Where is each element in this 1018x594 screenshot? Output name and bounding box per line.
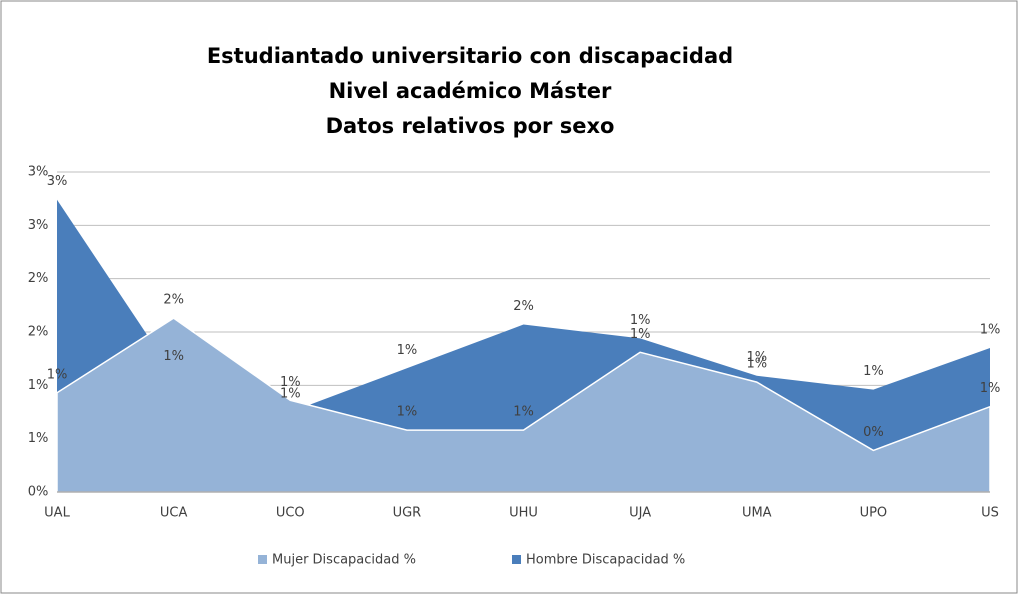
data-label: 1% xyxy=(397,343,418,358)
y-tick-label: 3% xyxy=(28,165,49,180)
x-tick-label: UHU xyxy=(509,506,538,521)
legend-label: Hombre Discapacidad % xyxy=(526,553,685,568)
x-tick-label: UJA xyxy=(629,506,651,521)
data-label: 2% xyxy=(513,299,534,314)
x-tick-label: UPO xyxy=(860,506,888,521)
legend-label: Mujer Discapacidad % xyxy=(272,553,416,568)
y-tick-label: 1% xyxy=(28,378,49,393)
x-tick-label: UMA xyxy=(742,506,772,521)
data-label: 3% xyxy=(47,174,68,189)
data-label: 0% xyxy=(863,425,884,440)
y-tick-label: 3% xyxy=(28,218,49,233)
data-label: 2% xyxy=(163,293,184,308)
y-tick-label: 2% xyxy=(28,271,49,286)
x-tick-label: US xyxy=(981,506,999,521)
data-label: 1% xyxy=(630,313,651,328)
y-tick-label: 1% xyxy=(28,431,49,446)
data-label: 1% xyxy=(397,405,418,420)
data-label: 1% xyxy=(513,405,534,420)
chart-title: Nivel académico Máster xyxy=(329,79,612,103)
y-tick-label: 2% xyxy=(28,325,49,340)
legend-swatch xyxy=(258,555,267,564)
chart-title: Estudiantado universitario con discapaci… xyxy=(207,44,733,68)
x-tick-label: UCO xyxy=(276,506,305,521)
x-tick-label: UAL xyxy=(44,506,70,521)
data-label: 1% xyxy=(863,364,884,379)
x-tick-label: UGR xyxy=(393,506,422,521)
data-label: 1% xyxy=(47,367,68,382)
chart-title: Datos relativos por sexo xyxy=(326,114,615,138)
data-label: 1% xyxy=(163,349,184,364)
y-tick-label: 0% xyxy=(28,485,49,500)
data-label: 1% xyxy=(980,323,1001,338)
x-tick-label: UCA xyxy=(160,506,188,521)
data-label: 1% xyxy=(746,350,767,365)
data-label: 1% xyxy=(280,375,301,390)
data-label: 1% xyxy=(980,381,1001,396)
legend-swatch xyxy=(512,555,521,564)
data-label: 1% xyxy=(746,357,767,372)
area xyxy=(56,317,991,493)
data-label: 1% xyxy=(280,387,301,402)
data-label: 1% xyxy=(630,327,651,342)
